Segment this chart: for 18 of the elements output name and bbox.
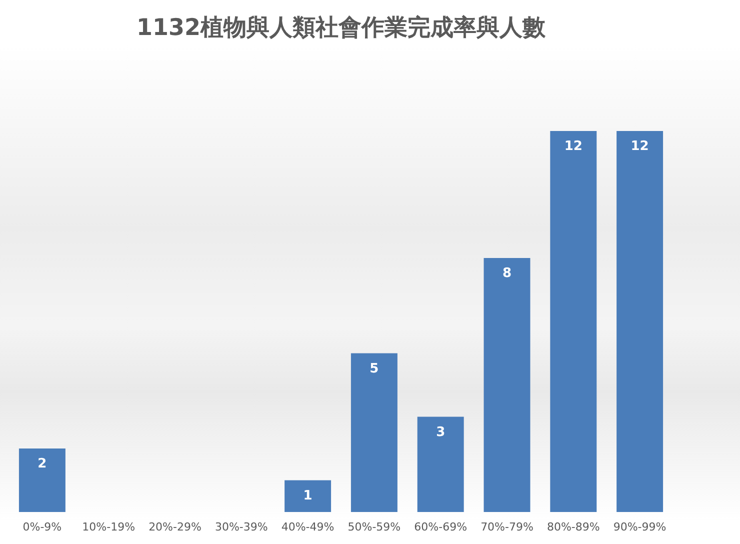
data-label: 8 bbox=[502, 266, 512, 281]
x-tick-label: 80%-89% bbox=[546, 520, 600, 534]
data-label: 5 bbox=[370, 361, 379, 376]
x-tick-label: 10%-19% bbox=[82, 520, 136, 534]
x-tick-label: 90%-99% bbox=[613, 520, 666, 534]
data-label: 12 bbox=[630, 139, 649, 154]
x-tick-label: 50%-59% bbox=[348, 520, 401, 534]
x-tick-label: 70%-79% bbox=[480, 520, 534, 534]
x-tick-label: 30%-39% bbox=[214, 520, 268, 534]
data-label: 3 bbox=[436, 424, 446, 440]
x-tick-label: 0%-9% bbox=[22, 520, 62, 534]
x-tick-label: 20%-29% bbox=[148, 520, 202, 534]
data-label: 2 bbox=[38, 456, 47, 472]
chart-title: 1132植物與人類社會作業完成率與人數 bbox=[136, 14, 547, 41]
x-tick-label: 60%-69% bbox=[414, 520, 468, 534]
data-label: 1 bbox=[303, 488, 312, 504]
x-tick-label: 40%-49% bbox=[281, 520, 334, 534]
data-label: 12 bbox=[564, 139, 582, 154]
